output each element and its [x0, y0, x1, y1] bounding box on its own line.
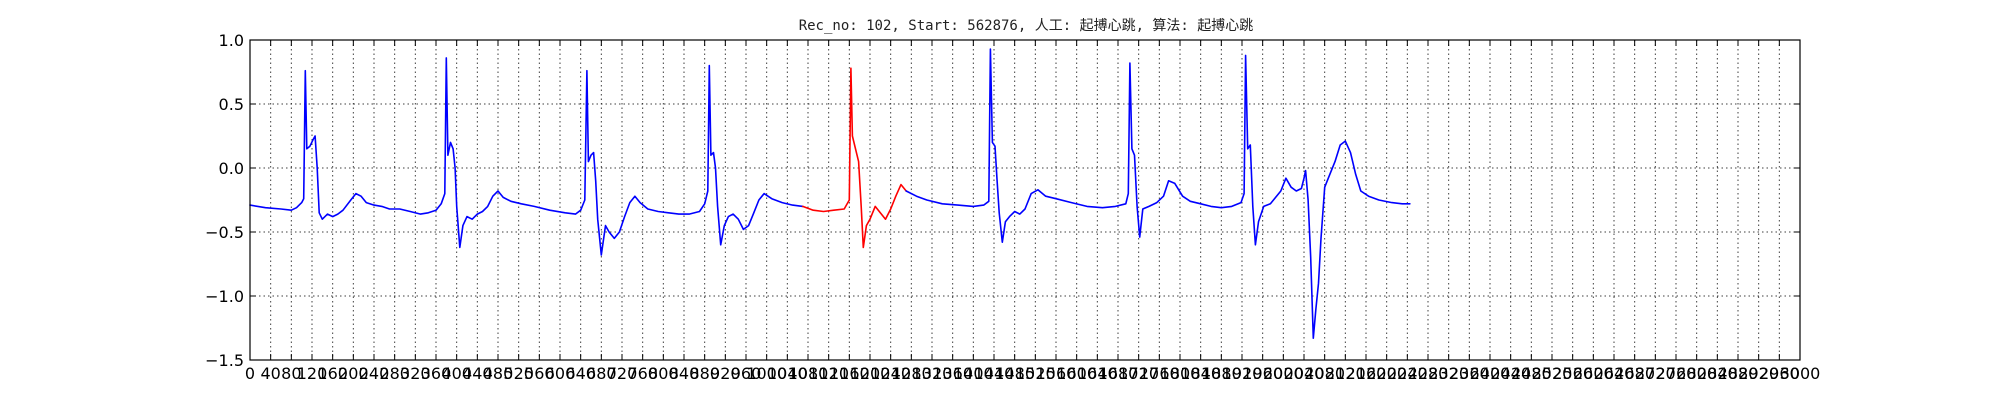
x-tick-label: 2520: [1532, 364, 1573, 383]
x-tick-label: 200: [338, 364, 369, 383]
x-tick-label: 2600: [1573, 364, 1614, 383]
x-tick-label: 2560: [1552, 364, 1593, 383]
x-tick-label: 2760: [1656, 364, 1697, 383]
x-tick-label: 800: [648, 364, 679, 383]
x-tick-label: 120: [297, 364, 328, 383]
x-tick-label: 2440: [1490, 364, 1531, 383]
x-tick-label: 2640: [1594, 364, 1635, 383]
x-tick-label: 1000: [746, 364, 787, 383]
x-tick-label: 400: [441, 364, 472, 383]
x-tick-label: 1280: [891, 364, 932, 383]
x-tick-label: 840: [669, 364, 700, 383]
y-tick-labels: 1.0 0.5 0.0 −0.5 −1.0 −1.5: [205, 31, 244, 370]
x-tick-label: 2480: [1511, 364, 1552, 383]
x-tick-label: 240: [359, 364, 390, 383]
x-tick-label: 1760: [1139, 364, 1180, 383]
x-tick-label: 1880: [1201, 364, 1242, 383]
y-tick-label: 0.5: [219, 95, 244, 114]
x-tick-label: 1080: [788, 364, 829, 383]
x-tick-label: 80: [281, 364, 301, 383]
x-tick-label: 2720: [1635, 364, 1676, 383]
x-tick-labels: 0 40 8012016020024028032036040044048052056…: [245, 364, 1820, 383]
x-tick-label: 1240: [870, 364, 911, 383]
x-tick-label: 1720: [1118, 364, 1159, 383]
x-tick-label: 960: [731, 364, 762, 383]
x-tick-label: 2800: [1676, 364, 1717, 383]
x-tick-label: 560: [524, 364, 555, 383]
x-tick-label: 880: [689, 364, 720, 383]
x-tick-label: 1920: [1222, 364, 1263, 383]
x-tick-label: 680: [586, 364, 617, 383]
x-tick-label: 720: [607, 364, 638, 383]
x-tick-label: 2280: [1408, 364, 1449, 383]
x-tick-label: 1640: [1077, 364, 1118, 383]
x-tick-label: 1840: [1180, 364, 1221, 383]
x-tick-label: 1480: [994, 364, 1035, 383]
x-tick-label: 0: [245, 364, 255, 383]
x-tick-label: 1400: [953, 364, 994, 383]
x-tick-label: 920: [710, 364, 741, 383]
x-tick-label: 2240: [1387, 364, 1428, 383]
plot-frame: [249, 39, 1801, 361]
ecg-trace-segment-1: [249, 57, 804, 256]
x-tick-label: 1520: [1015, 364, 1056, 383]
x-tick-label: 640: [565, 364, 596, 383]
x-tick-label: 280: [379, 364, 410, 383]
x-tick-label: 2840: [1697, 364, 1738, 383]
grid-lines: [250, 40, 1800, 360]
x-tick-label: 1960: [1242, 364, 1283, 383]
x-tick-label: 360: [421, 364, 452, 383]
y-tick-label: −1.0: [205, 287, 244, 306]
x-tick-label: 1320: [912, 364, 953, 383]
x-tick-label: 1440: [974, 364, 1015, 383]
y-tick-label: 0.0: [219, 159, 244, 178]
x-tick-label: 3000: [1780, 364, 1821, 383]
x-tick-label: 480: [483, 364, 514, 383]
x-tick-label: 2680: [1614, 364, 1655, 383]
x-tick-label: 160: [317, 364, 348, 383]
chart-title: Rec_no: 102, Start: 562876, 人工: 起搏心跳, 算法…: [799, 17, 1254, 34]
x-tick-label: 40: [260, 364, 280, 383]
x-tick-label: 1360: [932, 364, 973, 383]
x-tick-label: 1160: [829, 364, 870, 383]
x-tick-label: 1800: [1160, 364, 1201, 383]
x-tick-label: 2120: [1325, 364, 1366, 383]
x-tick-label: 2200: [1366, 364, 1407, 383]
x-tick-label: 1560: [1036, 364, 1077, 383]
x-tick-label: 600: [545, 364, 576, 383]
x-tick-label: 2080: [1304, 364, 1345, 383]
x-tick-label: 2160: [1346, 364, 1387, 383]
x-tick-label: 2040: [1284, 364, 1325, 383]
y-tick-label: −1.5: [205, 351, 244, 370]
x-tick-label: 2960: [1759, 364, 1800, 383]
x-tick-label: 1120: [808, 364, 849, 383]
x-tick-label: 1600: [1056, 364, 1097, 383]
ecg-trace-segment-2: [802, 67, 907, 249]
ecg-trace-segment-3: [905, 48, 1411, 339]
x-tick-label: 1200: [850, 364, 891, 383]
y-tick-label: −0.5: [205, 223, 244, 242]
x-tick-label: 1040: [767, 364, 808, 383]
x-tick-label: 1680: [1098, 364, 1139, 383]
x-tick-label: 2880: [1718, 364, 1759, 383]
x-tick-label: 520: [503, 364, 534, 383]
x-tick-label: 320: [400, 364, 431, 383]
x-tick-label: 2320: [1428, 364, 1469, 383]
y-tick-label: 1.0: [219, 31, 244, 50]
x-tick-label: 2920: [1738, 364, 1779, 383]
axis-ticks: [249, 39, 1801, 361]
ecg-traces: [249, 48, 1411, 339]
x-tick-label: 2400: [1470, 364, 1511, 383]
x-tick-label: 2000: [1263, 364, 1304, 383]
x-tick-label: 2360: [1449, 364, 1490, 383]
x-tick-label: 440: [462, 364, 493, 383]
x-tick-label: 760: [627, 364, 658, 383]
